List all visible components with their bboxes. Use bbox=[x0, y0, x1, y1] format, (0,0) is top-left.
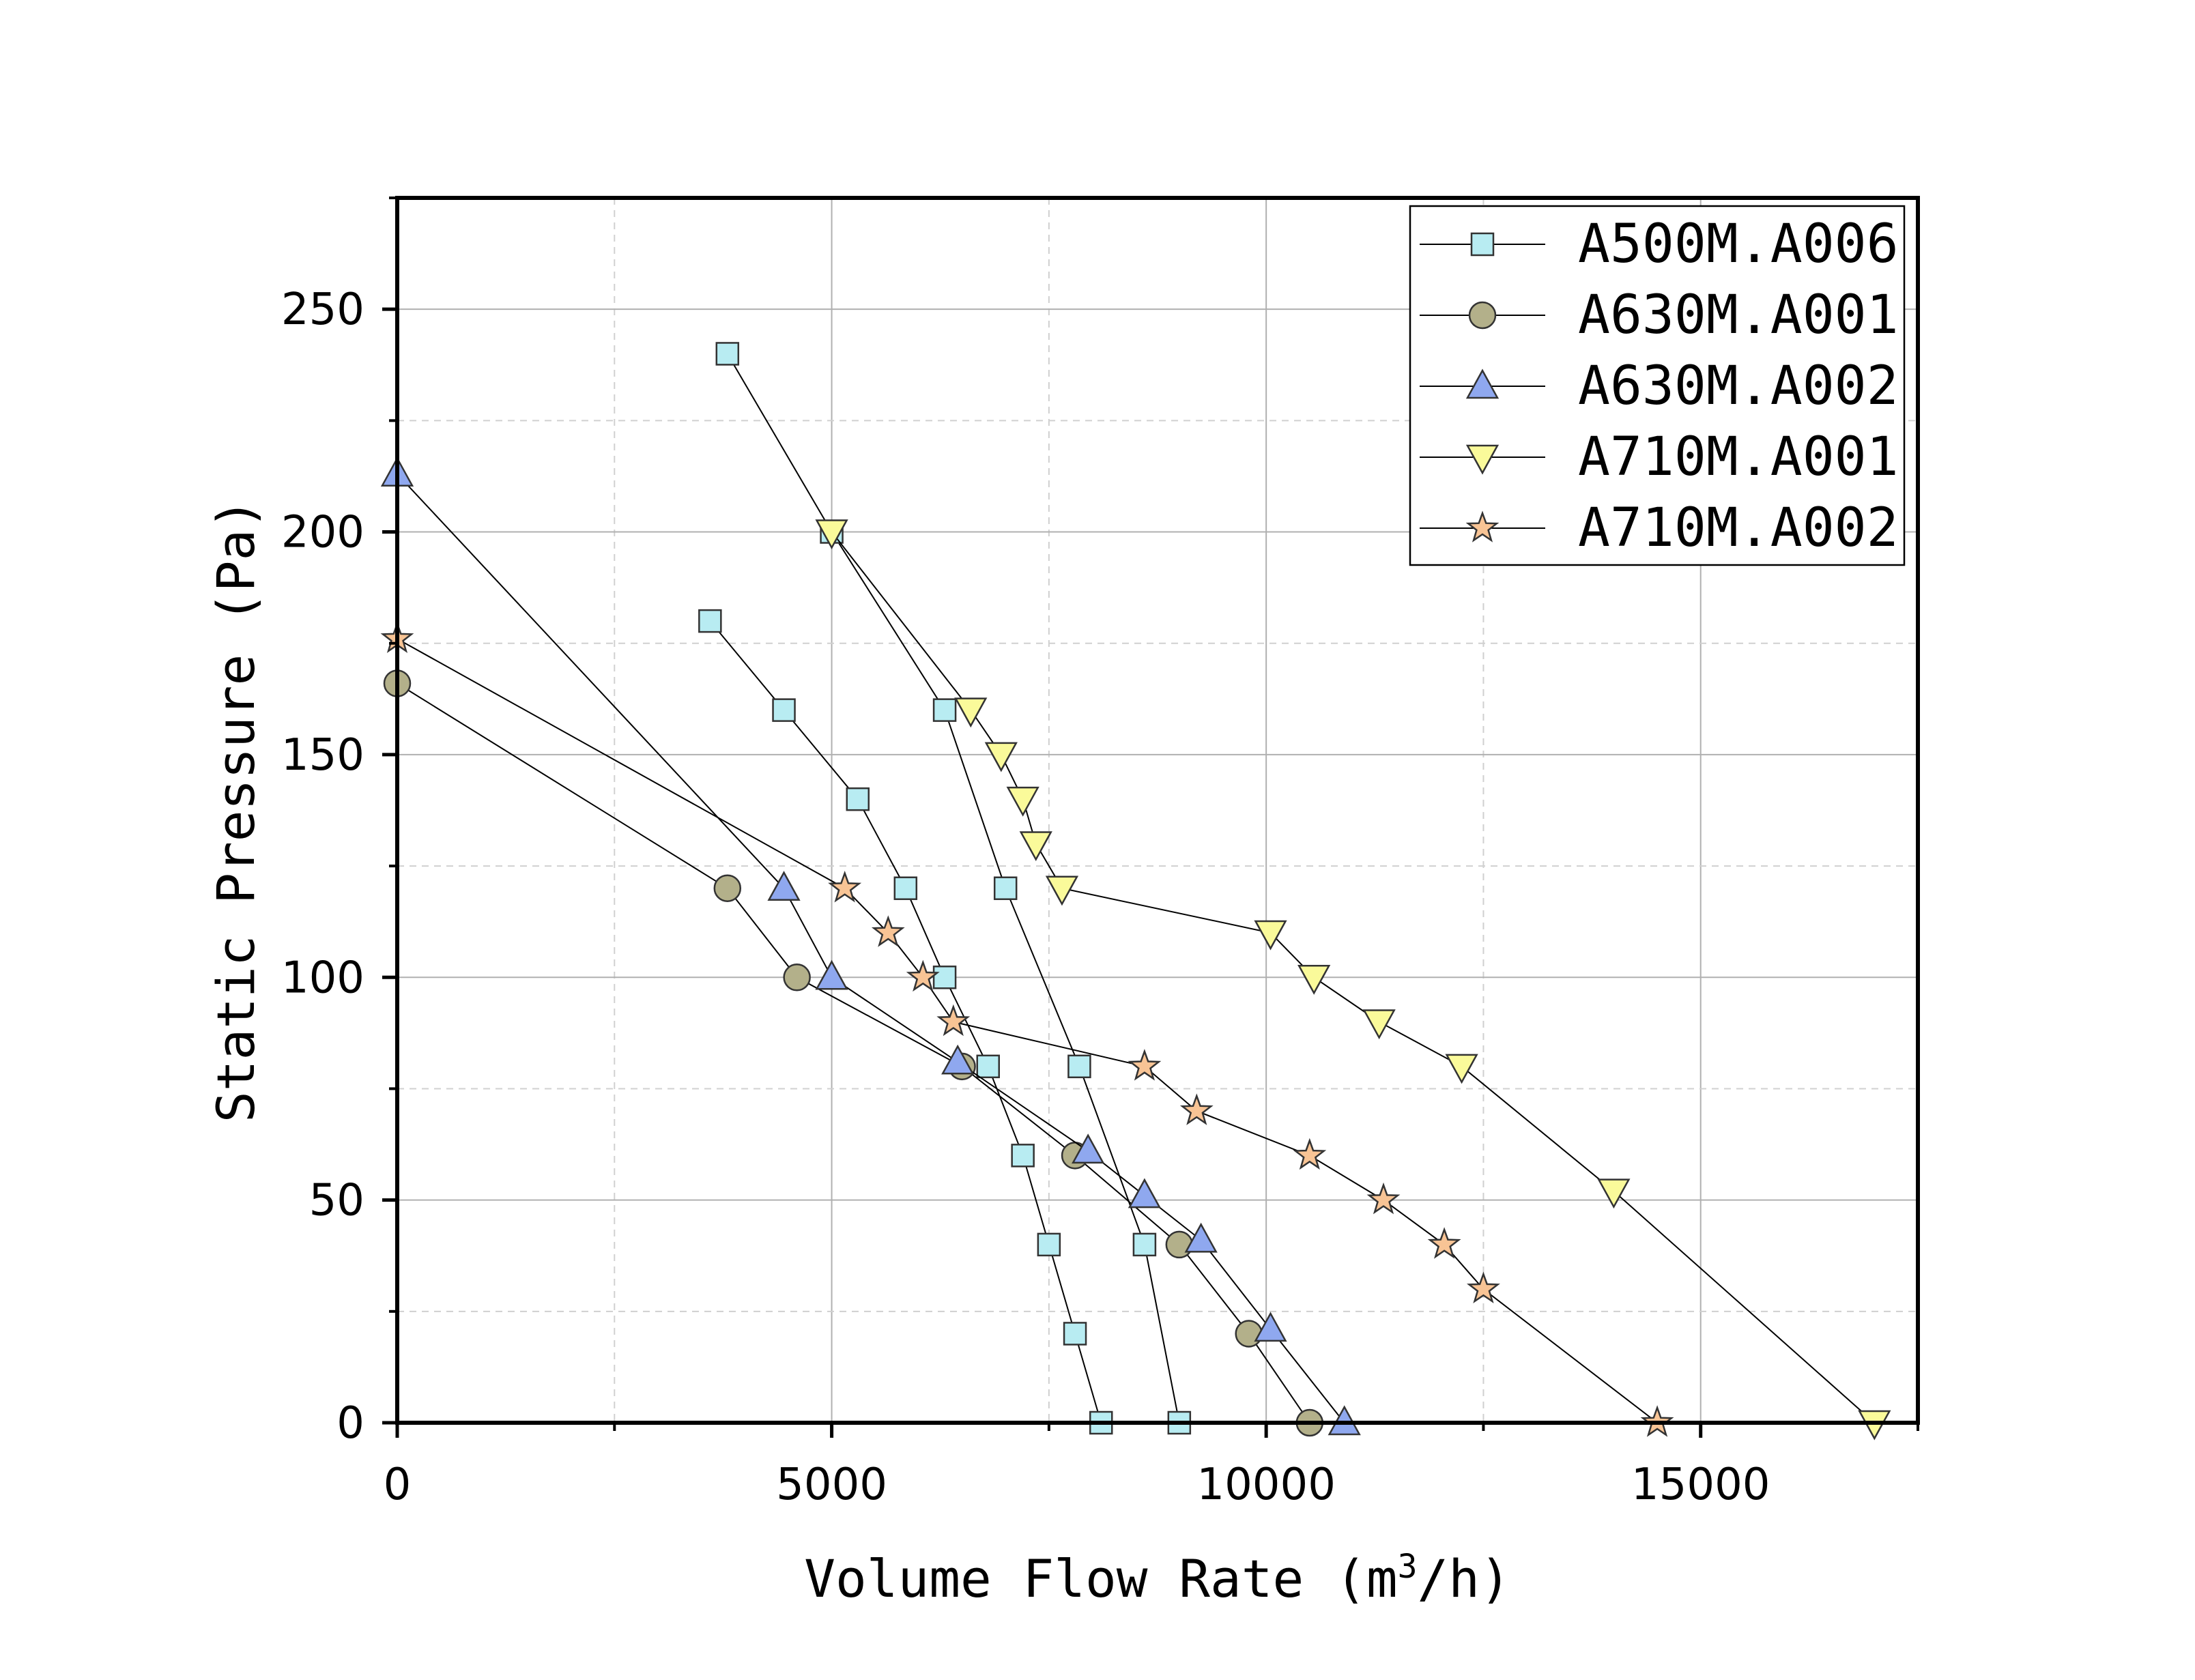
legend-label: A710M.A001 bbox=[1578, 426, 1899, 488]
data-point bbox=[772, 698, 796, 722]
legend-marker bbox=[1470, 232, 1495, 257]
data-point bbox=[1019, 831, 1052, 862]
data-point bbox=[871, 915, 905, 947]
x-tick-label: 5000 bbox=[776, 1460, 887, 1510]
data-point bbox=[1293, 1138, 1327, 1170]
data-point bbox=[1466, 1271, 1500, 1304]
x-axis-title: Volume Flow Rate (m3/h) bbox=[804, 1548, 1511, 1609]
y-tick-label: 100 bbox=[281, 953, 364, 1003]
series-layer bbox=[380, 342, 1891, 1440]
x-tick-label: 0 bbox=[384, 1460, 412, 1510]
legend-marker bbox=[1465, 368, 1500, 399]
y-axis-title: Static Pressure (Pa) bbox=[205, 498, 266, 1123]
data-point bbox=[715, 342, 740, 366]
data-point bbox=[936, 1004, 971, 1037]
legend: A500M.A006 A630M.A001 A630M.A002 A710M.A001… bbox=[1409, 205, 1906, 566]
data-point bbox=[1254, 1312, 1287, 1342]
data-point bbox=[1037, 1232, 1061, 1257]
data-point bbox=[713, 874, 742, 902]
y-tick-label: 0 bbox=[336, 1398, 364, 1449]
data-point bbox=[1184, 1222, 1218, 1253]
data-point bbox=[1063, 1322, 1087, 1346]
x-axis-title-main: Volume Flow Rate (m bbox=[804, 1548, 1397, 1609]
data-point bbox=[993, 876, 1018, 900]
x-tick-label: 15000 bbox=[1631, 1460, 1770, 1510]
data-point bbox=[828, 871, 862, 903]
x-axis-title-tail: /h) bbox=[1418, 1548, 1511, 1609]
y-tick-label: 150 bbox=[281, 730, 364, 781]
series-line bbox=[709, 620, 1102, 1423]
legend-label: A630M.A002 bbox=[1578, 356, 1899, 417]
data-point bbox=[1366, 1182, 1401, 1215]
data-point bbox=[1427, 1227, 1461, 1259]
data-point bbox=[1011, 1144, 1035, 1168]
data-point bbox=[1445, 1054, 1478, 1084]
data-point bbox=[1362, 1009, 1396, 1040]
y-tick-label: 50 bbox=[309, 1176, 364, 1226]
data-point bbox=[1597, 1178, 1631, 1209]
x-tick-label: 10000 bbox=[1196, 1460, 1336, 1510]
data-point bbox=[906, 959, 940, 992]
data-point bbox=[846, 787, 870, 811]
data-point bbox=[932, 966, 957, 989]
legend-entry: A710M.A001 bbox=[1420, 426, 1899, 488]
ticks: 0 5000 10000 15000 0 50 100 150 200 250 bbox=[281, 197, 1919, 1510]
legend-label: A500M.A006 bbox=[1578, 214, 1899, 275]
data-point bbox=[767, 871, 801, 901]
data-point bbox=[698, 609, 722, 633]
data-point bbox=[954, 697, 988, 728]
data-point bbox=[815, 959, 848, 990]
data-point bbox=[1254, 920, 1287, 951]
plot-frame bbox=[395, 196, 1920, 1425]
legend-label: A630M.A001 bbox=[1578, 285, 1899, 346]
data-point bbox=[893, 876, 918, 900]
data-point bbox=[1006, 786, 1039, 817]
data-point bbox=[783, 964, 811, 991]
legend-marker bbox=[1465, 444, 1500, 475]
y-tick-label: 250 bbox=[281, 285, 364, 335]
data-point bbox=[1132, 1232, 1157, 1257]
data-point bbox=[815, 519, 848, 550]
legend-label: A710M.A002 bbox=[1578, 497, 1899, 559]
series-line bbox=[397, 682, 1310, 1423]
legend-marker bbox=[1465, 510, 1500, 542]
legend-entry: A630M.A002 bbox=[1420, 356, 1899, 417]
data-point bbox=[1235, 1320, 1263, 1348]
legend-entry: A710M.A002 bbox=[1420, 497, 1899, 559]
data-point bbox=[941, 1044, 975, 1075]
data-point bbox=[976, 1054, 1000, 1079]
data-point bbox=[1128, 1049, 1162, 1081]
data-point bbox=[1128, 1178, 1162, 1208]
series-A710M.A001-4 bbox=[815, 519, 1891, 1440]
data-point bbox=[1045, 875, 1079, 906]
data-point bbox=[932, 698, 957, 722]
data-point bbox=[984, 742, 1018, 772]
data-point bbox=[1067, 1054, 1091, 1079]
y-tick-label: 200 bbox=[281, 508, 364, 558]
x-axis-title-superscript: 3 bbox=[1398, 1548, 1418, 1586]
data-point bbox=[1165, 1230, 1194, 1259]
data-point bbox=[1179, 1093, 1214, 1125]
data-point bbox=[1297, 965, 1331, 995]
legend-entry: A630M.A001 bbox=[1420, 285, 1899, 346]
legend-entry: A500M.A006 bbox=[1420, 214, 1899, 275]
legend-marker bbox=[1468, 301, 1497, 330]
data-point bbox=[1072, 1133, 1105, 1164]
